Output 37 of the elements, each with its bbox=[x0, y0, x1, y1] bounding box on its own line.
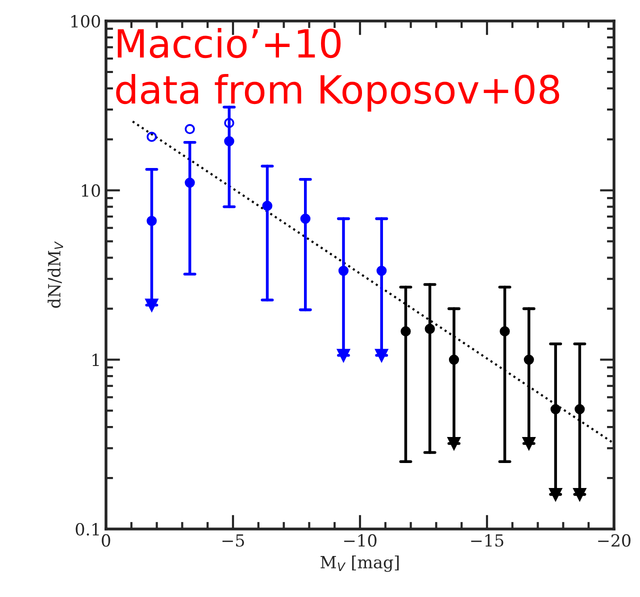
point bbox=[550, 404, 561, 414]
point bbox=[146, 132, 157, 142]
point bbox=[338, 266, 349, 276]
point bbox=[224, 136, 234, 146]
point bbox=[145, 298, 158, 312]
point bbox=[573, 488, 586, 501]
y-tick-label: 0.1 bbox=[76, 522, 99, 536]
annotation: Maccio’+10 bbox=[118, 28, 341, 58]
y-tick-label: 10 bbox=[82, 184, 100, 197]
point bbox=[448, 437, 460, 450]
point bbox=[524, 354, 534, 365]
x-tick-label: −10 bbox=[344, 534, 376, 547]
point bbox=[400, 326, 411, 336]
point bbox=[262, 200, 272, 211]
point bbox=[549, 488, 562, 501]
point bbox=[146, 216, 157, 226]
x-axis-title: M$_{V}$ [mag] bbox=[320, 556, 399, 572]
x-tick-label: −20 bbox=[598, 534, 630, 547]
point bbox=[522, 437, 536, 450]
point bbox=[184, 124, 195, 134]
y-tick-label: 1 bbox=[92, 354, 99, 366]
point bbox=[337, 348, 350, 362]
point bbox=[375, 348, 388, 362]
x-tick-label: 0 bbox=[102, 534, 110, 547]
point bbox=[376, 266, 387, 276]
point bbox=[574, 404, 585, 414]
point bbox=[184, 178, 195, 188]
point bbox=[424, 324, 435, 334]
annotation: data from Koposov+08 bbox=[116, 74, 560, 112]
x-tick-label: −15 bbox=[471, 534, 504, 547]
point bbox=[224, 118, 234, 128]
x-tick-label: −5 bbox=[222, 534, 244, 547]
y-tick-label: 100 bbox=[71, 14, 100, 28]
point bbox=[448, 354, 460, 365]
point bbox=[300, 214, 310, 224]
point bbox=[500, 326, 510, 336]
y-axis-title: dN/dM$_{V}$ bbox=[48, 241, 64, 308]
